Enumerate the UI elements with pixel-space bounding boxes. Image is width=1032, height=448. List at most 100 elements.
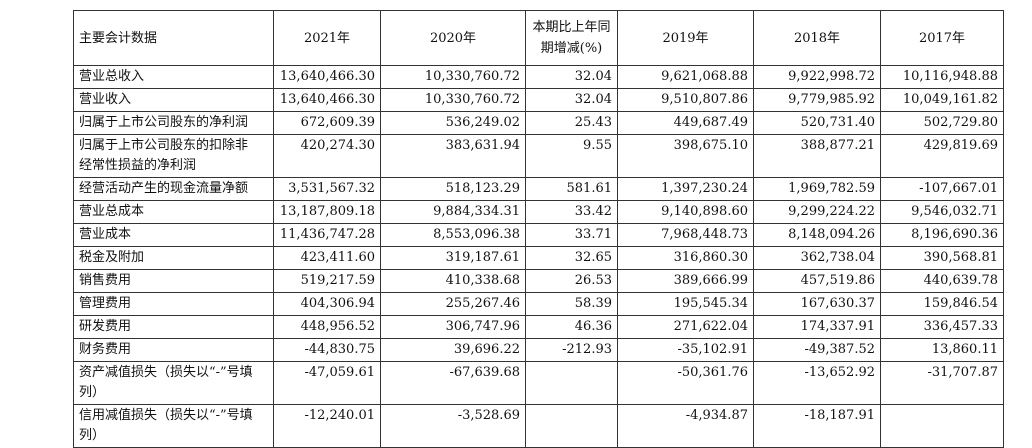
row-label: 营业收入 [73,88,274,112]
value-cell: -31,707.87 [880,361,1004,405]
value-cell: 449,687.49 [617,111,754,135]
value-cell: 536,249.02 [380,111,526,135]
value-cell: 9,546,032.71 [880,200,1004,224]
value-cell: 383,631.94 [380,134,526,178]
value-cell: -44,830.75 [273,338,381,362]
page: 主要会计数据 2021年 2020年 本期比上年同期增减(%) 2019年 2018年 20… [73,10,1004,448]
value-cell: 672,609.39 [273,111,381,135]
value-cell: 420,274.30 [273,134,381,178]
value-cell [525,404,618,448]
row-label: 税金及附加 [73,246,274,270]
value-cell: 271,622.04 [617,315,754,339]
header-cell: 2021年 [273,10,381,66]
value-cell: 336,457.33 [880,315,1004,339]
table-row: 营业总成本 13,187,809.18 9,884,334.31 33.42 9,140… [73,200,1004,224]
value-cell: 8,553,096.38 [380,223,526,247]
value-cell: -4,934.87 [617,404,754,448]
value-cell: 520,731.40 [753,111,881,135]
value-cell: 32.04 [525,65,618,89]
value-cell: -49,387.52 [753,338,881,362]
row-label: 营业成本 [73,223,274,247]
header-cell: 本期比上年同期增减(%) [525,10,618,66]
value-cell: -18,187.91 [753,404,881,448]
value-cell: 7,968,448.73 [617,223,754,247]
value-cell: -35,102.91 [617,338,754,362]
row-label: 销售费用 [73,269,274,293]
table-row: 归属于上市公司股东的扣除非经常性损益的净利润 420,274.30 383,631.… [73,134,1004,178]
table-row: 税金及附加 423,411.60 319,187.61 32.65 316,860.30… [73,246,1004,270]
value-cell: 10,049,161.82 [880,88,1004,112]
financial-table: 主要会计数据 2021年 2020年 本期比上年同期增减(%) 2019年 2018年 20… [73,10,1004,448]
value-cell: 10,330,760.72 [380,65,526,89]
value-cell: 1,397,230.24 [617,177,754,201]
value-cell: 457,519.86 [753,269,881,293]
value-cell: -67,639.68 [380,361,526,405]
value-cell: 423,411.60 [273,246,381,270]
row-label: 管理费用 [73,292,274,316]
row-label: 营业总收入 [73,65,274,89]
table-row: 财务费用 -44,830.75 39,696.22 -212.93 -35,102.91… [73,338,1004,362]
value-cell: 3,531,567.32 [273,177,381,201]
value-cell: 9,779,985.92 [753,88,881,112]
row-label: 财务费用 [73,338,274,362]
row-label: 归属于上市公司股东的扣除非经常性损益的净利润 [73,134,274,178]
value-cell: 9,510,807.86 [617,88,754,112]
value-cell [880,404,1004,448]
value-cell: 519,217.59 [273,269,381,293]
row-label: 信用减值损失（损失以“-”号填列） [73,404,274,448]
table-row: 营业总收入 13,640,466.30 10,330,760.72 32.04 9,62… [73,65,1004,89]
header-cell: 2017年 [880,10,1004,66]
value-cell: 9,621,068.88 [617,65,754,89]
value-cell: -50,361.76 [617,361,754,405]
row-label: 归属于上市公司股东的净利润 [73,111,274,135]
value-cell: 26.53 [525,269,618,293]
value-cell: 13,187,809.18 [273,200,381,224]
table-row: 信用减值损失（损失以“-”号填列） -12,240.01 -3,528.69 -4,9… [73,404,1004,448]
table-row: 研发费用 448,956.52 306,747.96 46.36 271,622.04 1… [73,315,1004,339]
header-cell: 主要会计数据 [73,10,274,66]
value-cell: 13,640,466.30 [273,65,381,89]
value-cell: 440,639.78 [880,269,1004,293]
value-cell: 429,819.69 [880,134,1004,178]
value-cell: 9.55 [525,134,618,178]
value-cell: 39,696.22 [380,338,526,362]
value-cell: 32.65 [525,246,618,270]
value-cell: 32.04 [525,88,618,112]
value-cell: 316,860.30 [617,246,754,270]
value-cell: 10,330,760.72 [380,88,526,112]
value-cell: 167,630.37 [753,292,881,316]
value-cell: 448,956.52 [273,315,381,339]
value-cell: 581.61 [525,177,618,201]
header-cell: 2020年 [380,10,526,66]
value-cell: 33.42 [525,200,618,224]
value-cell: 13,640,466.30 [273,88,381,112]
table-row: 资产减值损失（损失以“-”号填列） -47,059.61 -67,639.68 -50… [73,361,1004,405]
row-label: 经营活动产生的现金流量净额 [73,177,274,201]
value-cell: 306,747.96 [380,315,526,339]
value-cell: 25.43 [525,111,618,135]
value-cell: 10,116,948.88 [880,65,1004,89]
value-cell: 46.36 [525,315,618,339]
header-cell: 2018年 [753,10,881,66]
value-cell: 390,568.81 [880,246,1004,270]
value-cell: 362,738.04 [753,246,881,270]
value-cell: 502,729.80 [880,111,1004,135]
value-cell: 11,436,747.28 [273,223,381,247]
value-cell: 9,299,224.22 [753,200,881,224]
row-label: 研发费用 [73,315,274,339]
table-row: 销售费用 519,217.59 410,338.68 26.53 389,666.99 4… [73,269,1004,293]
value-cell: 195,545.34 [617,292,754,316]
value-cell: 255,267.46 [380,292,526,316]
row-label: 营业总成本 [73,200,274,224]
table-row: 营业收入 13,640,466.30 10,330,760.72 32.04 9,510… [73,88,1004,112]
value-cell: -3,528.69 [380,404,526,448]
value-cell: 389,666.99 [617,269,754,293]
value-cell: 1,969,782.59 [753,177,881,201]
value-cell: 518,123.29 [380,177,526,201]
value-cell: -47,059.61 [273,361,381,405]
value-cell: 174,337.91 [753,315,881,339]
header-cell: 2019年 [617,10,754,66]
value-cell: 410,338.68 [380,269,526,293]
value-cell: 398,675.10 [617,134,754,178]
table-row: 营业成本 11,436,747.28 8,553,096.38 33.71 7,968,… [73,223,1004,247]
